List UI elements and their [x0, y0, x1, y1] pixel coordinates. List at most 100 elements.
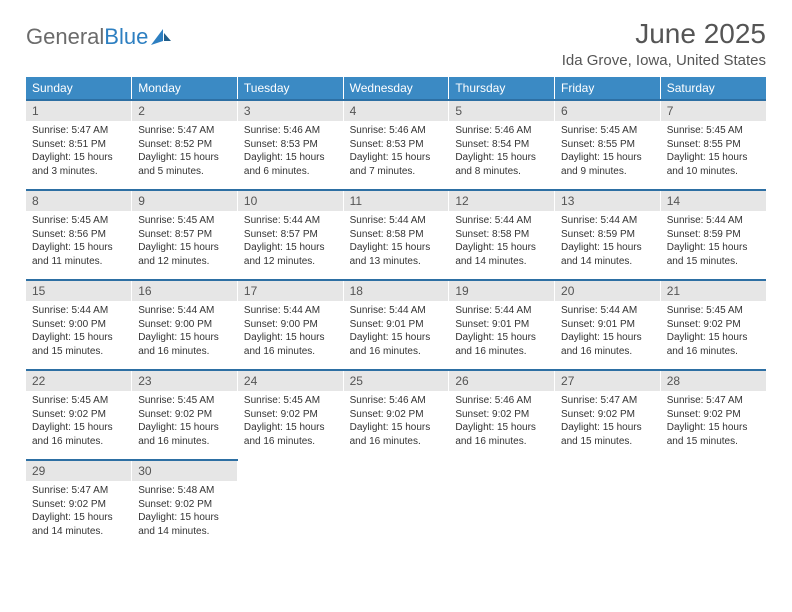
daylight-line: Daylight: 15 hours and 16 minutes. [667, 332, 748, 357]
sunrise-line: Sunrise: 5:45 AM [667, 125, 743, 136]
daylight-line: Daylight: 15 hours and 12 minutes. [244, 242, 325, 267]
day-number: 12 [449, 190, 555, 211]
sunrise-line: Sunrise: 5:44 AM [561, 305, 637, 316]
day-details: Sunrise: 5:47 AMSunset: 9:02 PMDaylight:… [26, 481, 132, 544]
day-details: Sunrise: 5:44 AMSunset: 9:01 PMDaylight:… [343, 301, 449, 364]
daylight-line: Daylight: 15 hours and 8 minutes. [455, 152, 536, 177]
brand-part1: General [26, 24, 104, 50]
day-number: 22 [26, 370, 132, 391]
day-details: Sunrise: 5:46 AMSunset: 9:02 PMDaylight:… [449, 391, 555, 454]
dow-header: Monday [132, 77, 238, 100]
day-number: 1 [26, 100, 132, 121]
sunrise-line: Sunrise: 5:48 AM [138, 485, 214, 496]
sunset-line: Sunset: 8:52 PM [138, 139, 212, 150]
day-number: 23 [132, 370, 238, 391]
day-details: Sunrise: 5:46 AMSunset: 9:02 PMDaylight:… [343, 391, 449, 454]
brand-part2: Blue [104, 24, 148, 50]
empty-cell [555, 460, 661, 481]
day-number: 27 [555, 370, 661, 391]
daylight-line: Daylight: 15 hours and 11 minutes. [32, 242, 113, 267]
calendar-body: SundayMondayTuesdayWednesdayThursdayFrid… [26, 77, 766, 544]
day-number: 19 [449, 280, 555, 301]
dow-header: Friday [555, 77, 661, 100]
daylight-line: Daylight: 15 hours and 16 minutes. [138, 422, 219, 447]
day-number: 2 [132, 100, 238, 121]
dow-header: Saturday [660, 77, 766, 100]
dow-header: Wednesday [343, 77, 449, 100]
sunset-line: Sunset: 9:02 PM [667, 319, 741, 330]
location-subtitle: Ida Grove, Iowa, United States [562, 52, 766, 69]
sunrise-line: Sunrise: 5:45 AM [561, 125, 637, 136]
day-details: Sunrise: 5:47 AMSunset: 8:51 PMDaylight:… [26, 121, 132, 184]
day-number: 10 [237, 190, 343, 211]
day-details: Sunrise: 5:44 AMSunset: 9:00 PMDaylight:… [26, 301, 132, 364]
day-details: Sunrise: 5:45 AMSunset: 8:56 PMDaylight:… [26, 211, 132, 274]
sunset-line: Sunset: 8:58 PM [350, 229, 424, 240]
sunrise-line: Sunrise: 5:44 AM [138, 305, 214, 316]
sunset-line: Sunset: 8:56 PM [32, 229, 106, 240]
sunrise-line: Sunrise: 5:44 AM [455, 305, 531, 316]
sunrise-line: Sunrise: 5:47 AM [32, 125, 108, 136]
sunset-line: Sunset: 9:02 PM [244, 409, 318, 420]
sunset-line: Sunset: 9:00 PM [244, 319, 318, 330]
day-details: Sunrise: 5:44 AMSunset: 8:58 PMDaylight:… [449, 211, 555, 274]
sunrise-line: Sunrise: 5:47 AM [32, 485, 108, 496]
sunset-line: Sunset: 8:57 PM [138, 229, 212, 240]
day-details: Sunrise: 5:44 AMSunset: 9:00 PMDaylight:… [132, 301, 238, 364]
day-details: Sunrise: 5:44 AMSunset: 8:57 PMDaylight:… [237, 211, 343, 274]
daylight-line: Daylight: 15 hours and 16 minutes. [32, 422, 113, 447]
daylight-line: Daylight: 15 hours and 15 minutes. [667, 242, 748, 267]
empty-cell [660, 460, 766, 481]
daylight-line: Daylight: 15 hours and 15 minutes. [667, 422, 748, 447]
day-number: 8 [26, 190, 132, 211]
empty-cell [343, 481, 449, 544]
day-number: 13 [555, 190, 661, 211]
day-details: Sunrise: 5:46 AMSunset: 8:53 PMDaylight:… [343, 121, 449, 184]
day-number: 25 [343, 370, 449, 391]
daylight-line: Daylight: 15 hours and 16 minutes. [455, 332, 536, 357]
sunrise-line: Sunrise: 5:45 AM [32, 395, 108, 406]
sunset-line: Sunset: 9:02 PM [667, 409, 741, 420]
day-number: 4 [343, 100, 449, 121]
sunrise-line: Sunrise: 5:47 AM [561, 395, 637, 406]
sunset-line: Sunset: 8:59 PM [561, 229, 635, 240]
title-block: June 2025 Ida Grove, Iowa, United States [562, 18, 766, 69]
header: GeneralBlue June 2025 Ida Grove, Iowa, U… [26, 18, 766, 69]
daylight-line: Daylight: 15 hours and 16 minutes. [244, 422, 325, 447]
brand-sail-icon [150, 28, 172, 46]
day-number: 16 [132, 280, 238, 301]
daylight-line: Daylight: 15 hours and 16 minutes. [244, 332, 325, 357]
daylight-line: Daylight: 15 hours and 6 minutes. [244, 152, 325, 177]
sunrise-line: Sunrise: 5:46 AM [455, 395, 531, 406]
day-number: 11 [343, 190, 449, 211]
dow-header: Sunday [26, 77, 132, 100]
daylight-line: Daylight: 15 hours and 15 minutes. [561, 422, 642, 447]
empty-cell [237, 460, 343, 481]
sunrise-line: Sunrise: 5:46 AM [350, 125, 426, 136]
sunrise-line: Sunrise: 5:47 AM [667, 395, 743, 406]
day-number: 3 [237, 100, 343, 121]
sunset-line: Sunset: 9:02 PM [350, 409, 424, 420]
dow-header: Thursday [449, 77, 555, 100]
day-details: Sunrise: 5:44 AMSunset: 8:58 PMDaylight:… [343, 211, 449, 274]
day-number: 30 [132, 460, 238, 481]
brand-logo: GeneralBlue [26, 18, 172, 50]
sunset-line: Sunset: 9:02 PM [138, 409, 212, 420]
day-details: Sunrise: 5:47 AMSunset: 9:02 PMDaylight:… [555, 391, 661, 454]
sunrise-line: Sunrise: 5:45 AM [138, 395, 214, 406]
sunset-line: Sunset: 9:01 PM [455, 319, 529, 330]
day-details: Sunrise: 5:44 AMSunset: 8:59 PMDaylight:… [660, 211, 766, 274]
day-details: Sunrise: 5:46 AMSunset: 8:53 PMDaylight:… [237, 121, 343, 184]
day-details: Sunrise: 5:45 AM Sunset: 9:02 PM Daylight:… [132, 391, 238, 454]
day-details: Sunrise: 5:45 AMSunset: 9:02 PMDaylight:… [26, 391, 132, 454]
sunset-line: Sunset: 8:58 PM [455, 229, 529, 240]
daylight-line: Daylight: 15 hours and 9 minutes. [561, 152, 642, 177]
day-details: Sunrise: 5:45 AM Sunset: 9:02 PM Daylight:… [237, 391, 343, 454]
sunrise-line: Sunrise: 5:45 AM [244, 395, 320, 406]
sunrise-line: Sunrise: 5:44 AM [350, 305, 426, 316]
day-details: Sunrise: 5:46 AMSunset: 8:54 PMDaylight:… [449, 121, 555, 184]
sunset-line: Sunset: 9:02 PM [455, 409, 529, 420]
sunrise-line: Sunrise: 5:44 AM [32, 305, 108, 316]
sunset-line: Sunset: 8:57 PM [244, 229, 318, 240]
sunrise-line: Sunrise: 5:44 AM [667, 215, 743, 226]
